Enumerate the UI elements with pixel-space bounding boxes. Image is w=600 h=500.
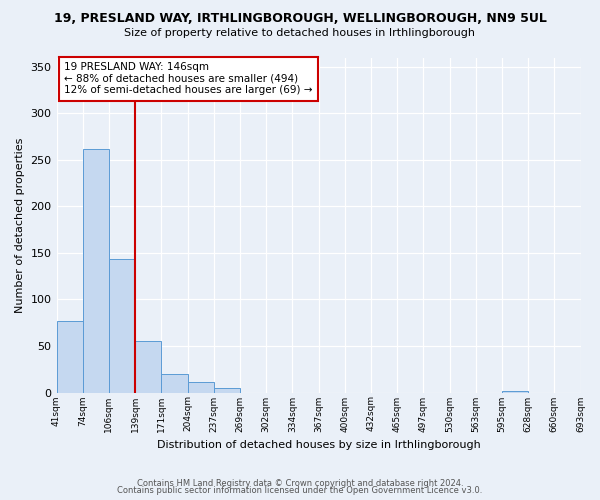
- Bar: [161, 374, 188, 392]
- Text: Contains HM Land Registry data © Crown copyright and database right 2024.: Contains HM Land Registry data © Crown c…: [137, 478, 463, 488]
- Bar: [214, 388, 240, 392]
- Text: 19 PRESLAND WAY: 146sqm
← 88% of detached houses are smaller (494)
12% of semi-d: 19 PRESLAND WAY: 146sqm ← 88% of detache…: [64, 62, 313, 96]
- X-axis label: Distribution of detached houses by size in Irthlingborough: Distribution of detached houses by size …: [157, 440, 481, 450]
- Text: 19, PRESLAND WAY, IRTHLINGBOROUGH, WELLINGBOROUGH, NN9 5UL: 19, PRESLAND WAY, IRTHLINGBOROUGH, WELLI…: [53, 12, 547, 26]
- Y-axis label: Number of detached properties: Number of detached properties: [15, 138, 25, 312]
- Bar: [135, 342, 161, 392]
- Bar: [109, 260, 135, 392]
- Bar: [56, 321, 83, 392]
- Text: Size of property relative to detached houses in Irthlingborough: Size of property relative to detached ho…: [125, 28, 476, 38]
- Bar: [83, 148, 109, 392]
- Text: Contains public sector information licensed under the Open Government Licence v3: Contains public sector information licen…: [118, 486, 482, 495]
- Bar: [502, 390, 528, 392]
- Bar: [188, 382, 214, 392]
